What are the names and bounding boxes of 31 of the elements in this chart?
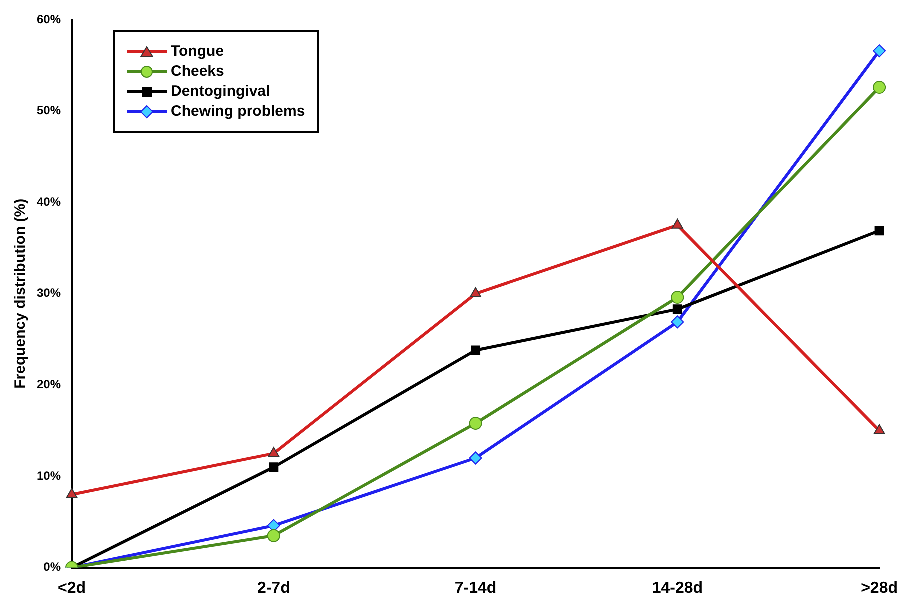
legend-label: Tongue	[171, 43, 224, 60]
y-tick-label: 40%	[36, 194, 62, 209]
x-tick-label: 14-28d	[652, 580, 704, 597]
point	[874, 226, 884, 236]
x-tick-label: 2-7d	[257, 580, 290, 597]
y-tick-label: 30%	[36, 286, 62, 300]
point	[874, 424, 886, 434]
legend-label: Dentogingival	[171, 83, 270, 100]
x-tick-label: >28d	[861, 580, 898, 597]
point	[269, 462, 279, 472]
y-tick-label: 10%	[36, 468, 62, 483]
y-tick-label: 20%	[36, 378, 62, 392]
y-tick-label: 0%	[44, 560, 62, 574]
point	[471, 346, 481, 356]
point	[671, 316, 684, 329]
point	[66, 488, 78, 498]
y-tick-label: 60%	[36, 12, 62, 26]
legend-label: Cheeks	[171, 63, 224, 80]
point	[873, 81, 886, 94]
y-axis-title: Frequency distribution (%)	[12, 198, 30, 389]
point	[268, 447, 280, 458]
point	[671, 291, 684, 304]
x-tick-label: 7-14d	[454, 580, 497, 597]
point	[672, 304, 682, 314]
x-tick-label: <2d	[58, 580, 86, 597]
y-tick-label: 50%	[36, 104, 62, 118]
point	[873, 44, 886, 58]
legend-label: Chewing problems	[171, 103, 306, 120]
point	[267, 529, 280, 542]
point	[469, 452, 482, 465]
point	[469, 417, 482, 430]
